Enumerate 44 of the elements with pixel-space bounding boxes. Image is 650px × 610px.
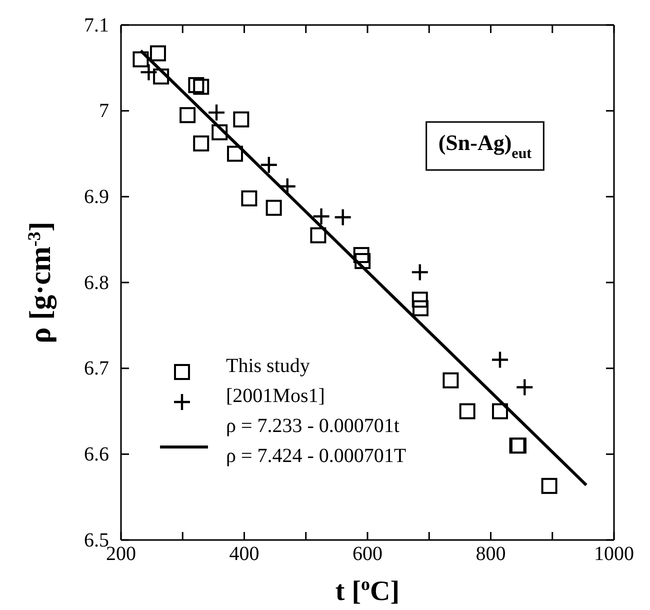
- x-axis-title: t [$^{o}$C]: [335, 574, 400, 607]
- y-tick-label: 6.9: [84, 186, 109, 208]
- y-tick-label: 6.7: [84, 358, 109, 380]
- point: [193, 78, 210, 95]
- x-tick-label: 400: [229, 543, 260, 566]
- point: [233, 111, 250, 128]
- x-tick-label: 600: [352, 543, 382, 566]
- y-tick-label: 7: [99, 100, 109, 122]
- x-tick-label: 1000: [594, 543, 634, 566]
- legend-label: [2001Mos1]: [226, 385, 325, 407]
- point: [132, 51, 149, 68]
- point: [266, 200, 282, 216]
- point: [153, 68, 170, 84]
- point: [188, 77, 204, 94]
- point: [312, 207, 330, 226]
- y-tick-label: 7.1: [84, 14, 109, 36]
- point: [410, 263, 429, 282]
- point: [180, 107, 196, 124]
- point: [412, 292, 428, 308]
- y-tick-label: 6.8: [84, 272, 109, 294]
- point: [193, 135, 210, 152]
- y-tick-label: 6.6: [84, 444, 109, 466]
- point: [260, 156, 278, 174]
- point: [227, 146, 244, 162]
- point: [353, 247, 370, 264]
- x-tick-label: 800: [476, 543, 506, 566]
- point: [212, 124, 228, 140]
- point: [140, 63, 158, 82]
- legend-label: This study: [226, 355, 310, 377]
- point: [150, 45, 166, 62]
- point: [442, 372, 459, 388]
- point: [241, 190, 258, 206]
- legend-label: ρ = 7.233 - 0.000701t ρ = 7.424 - 0.000701T: [226, 415, 406, 467]
- point: [412, 300, 428, 316]
- point: [490, 350, 510, 369]
- point: [334, 208, 352, 226]
- point: [354, 253, 371, 270]
- point: [541, 478, 558, 494]
- point: [459, 403, 476, 420]
- annotation: (Sn-Ag)$_{eut}$: [438, 130, 532, 162]
- point: [207, 103, 226, 122]
- point: [310, 227, 326, 244]
- point: [516, 378, 534, 396]
- point: [492, 403, 508, 420]
